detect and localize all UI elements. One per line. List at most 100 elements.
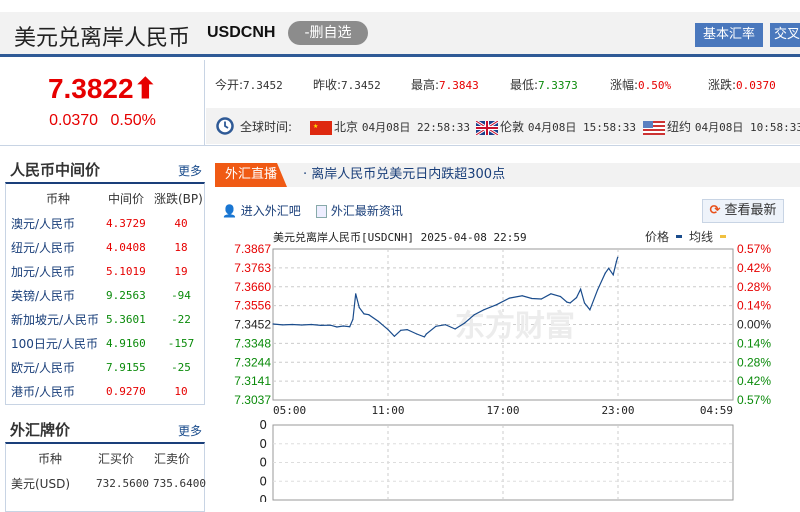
change-value: 0.0370 <box>49 112 99 129</box>
world-time-label: 全球时间: <box>240 120 293 134</box>
mid-price: 4.0408 <box>106 241 146 254</box>
bp-change: 10 <box>174 385 188 398</box>
price-point <box>608 267 610 269</box>
price-point <box>444 324 447 326</box>
board-title: 外汇牌价 <box>10 421 71 439</box>
price-point <box>400 329 402 331</box>
price-point <box>473 314 475 316</box>
legend-ma: 均线 <box>689 230 713 244</box>
x-tick-label: 04:59 <box>700 404 733 417</box>
news-link[interactable]: 外汇最新资讯 <box>316 202 403 219</box>
price-point <box>282 324 284 326</box>
live-news-bar: 外汇直播 · 离岸人民币兑美元日内跌超300点 <box>215 163 800 187</box>
city-name: 北京 <box>334 120 359 134</box>
pair-name: 加元/人民币 <box>11 265 76 279</box>
col-currency: 币种 <box>38 452 63 466</box>
price-point <box>355 293 357 295</box>
forum-link[interactable]: 👤 进入外汇吧 <box>222 202 301 219</box>
price-point <box>496 304 498 306</box>
bp-change: -94 <box>171 289 191 302</box>
stat-value: 0.0370 <box>736 79 776 92</box>
pair-name: 英镑/人民币 <box>11 289 76 303</box>
price-point <box>406 329 408 331</box>
price-point <box>566 301 568 303</box>
board-more-link[interactable]: 更多 <box>178 424 203 438</box>
price-point <box>368 314 370 316</box>
y-tick-label: 7.3452 <box>234 318 271 332</box>
x-tick-label: 17:00 <box>486 404 519 417</box>
bp-change: -25 <box>171 361 191 374</box>
basic-rate-button[interactable]: 基本汇率 <box>695 23 764 47</box>
price-value: 7.3822 <box>47 73 134 104</box>
table-row[interactable]: 英镑/人民币 9.2563 -94 <box>6 284 206 308</box>
divider <box>0 145 800 146</box>
bp-change: -22 <box>171 313 191 326</box>
price-point <box>352 318 354 320</box>
price-point <box>387 329 389 331</box>
table-row[interactable]: 纽元/人民币 4.0408 18 <box>6 236 206 260</box>
stat-item: 昨收:7.3452 <box>313 76 381 93</box>
quote-box: 7.3822⬆ 0.0370 0.50% <box>0 60 205 145</box>
mid-price: 5.3601 <box>106 313 146 326</box>
price-point <box>358 307 360 309</box>
city-time: 伦敦 04月08日 15:58:33 <box>476 118 636 135</box>
symbol-code: USDCNH <box>207 24 276 41</box>
stat-item: 最低:7.3373 <box>510 76 578 93</box>
price-point <box>423 336 425 338</box>
price-point <box>612 274 614 276</box>
price-point <box>617 256 619 258</box>
x-tick-label: 11:00 <box>371 404 404 417</box>
mid-price-more-link[interactable]: 更多 <box>178 164 203 178</box>
legend-price: 价格 <box>645 229 669 244</box>
pair-name: 欧元/人民币 <box>11 361 76 375</box>
volume-tick-label: 0 <box>259 418 267 432</box>
price-point <box>393 335 395 337</box>
stat-value: 7.3843 <box>439 79 479 92</box>
city-time: 纽约 04月08日 10:58:33 <box>643 118 800 135</box>
price-point <box>435 325 437 327</box>
intraday-chart: 美元兑离岸人民币[USDCNH] 2025-04-08 22:59 价格 均线 7.3… <box>234 229 771 502</box>
volume-tick-label: 0 <box>259 474 267 488</box>
mid-price-table: 币种 中间价 涨跌(BP) 澳元/人民币 4.3729 40 纽元/人民币 4.0408… <box>5 182 205 405</box>
price-point <box>521 295 523 297</box>
cross-rate-button[interactable]: 交叉 <box>770 23 800 47</box>
city-time: ★ 北京 04月08日 22:58:33 <box>310 118 470 135</box>
table-row[interactable]: 新加坡元/人民币 5.3601 -22 <box>6 308 206 332</box>
table-row[interactable]: 加元/人民币 5.1019 19 <box>6 260 206 284</box>
stat-label: 涨幅: <box>610 78 639 92</box>
price-point <box>531 297 533 300</box>
pair-name: 纽元/人民币 <box>11 241 76 255</box>
pct-tick-label: 0.42% <box>737 261 771 275</box>
pair-name: 100日元/人民币 <box>11 337 98 351</box>
table-row[interactable]: 澳元/人民币 4.3729 40 <box>6 212 206 236</box>
us-flag-icon <box>643 120 665 135</box>
y-tick-label: 7.3244 <box>234 355 271 369</box>
volume-tick-label: 0 <box>259 493 267 502</box>
table-row[interactable]: 美元(USD) 732.5600 735.6400 <box>6 472 206 496</box>
pct-tick-label: 0.57% <box>737 242 771 256</box>
pct-tick-label: 0.57% <box>737 393 771 407</box>
price-point <box>301 324 303 326</box>
remove-watchlist-button[interactable]: -删自选 <box>288 21 368 45</box>
col-buy: 汇买价 <box>98 452 135 466</box>
currency-name: 美元(USD) <box>11 477 71 491</box>
table-row[interactable]: 港币/人民币 0.9270 10 <box>6 380 206 404</box>
mid-price: 7.9155 <box>106 361 146 374</box>
stat-label: 今开: <box>215 78 244 92</box>
pct-tick-label: 0.14% <box>737 299 771 313</box>
live-tag: 外汇直播 <box>215 163 287 187</box>
world-time-bar: 全球时间: ★ 北京 04月08日 22:58:33 伦敦 04月08日 15:58… <box>206 108 800 144</box>
stat-value: 7.3373 <box>538 79 578 92</box>
price-point <box>589 309 591 311</box>
uk-flag-icon <box>476 120 498 135</box>
live-news-link[interactable]: · 离岸人民币兑美元日内跌超300点 <box>303 167 506 182</box>
document-icon <box>316 205 327 218</box>
pct-tick-label: 0.28% <box>737 280 771 294</box>
board-table: 币种 汇买价 汇卖价 美元(USD) 732.5600 735.6400 <box>5 442 206 512</box>
bp-change: -157 <box>167 337 195 350</box>
clock-icon <box>216 117 234 135</box>
table-row[interactable]: 100日元/人民币 4.9160 -157 <box>6 332 206 356</box>
price-point <box>483 309 485 311</box>
table-row[interactable]: 欧元/人民币 7.9155 -25 <box>6 356 206 380</box>
refresh-button[interactable]: ⟳ 查看最新 <box>702 199 784 223</box>
